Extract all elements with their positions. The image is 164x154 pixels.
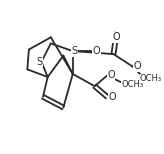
Text: OCH₃: OCH₃ <box>140 74 162 83</box>
Text: O: O <box>133 61 141 71</box>
Text: S: S <box>71 46 77 56</box>
Text: OCH₃: OCH₃ <box>121 80 143 89</box>
Text: O: O <box>107 71 115 81</box>
Text: S: S <box>37 57 43 67</box>
Text: O: O <box>92 46 100 56</box>
Text: O: O <box>108 92 116 102</box>
Text: O: O <box>113 32 120 42</box>
